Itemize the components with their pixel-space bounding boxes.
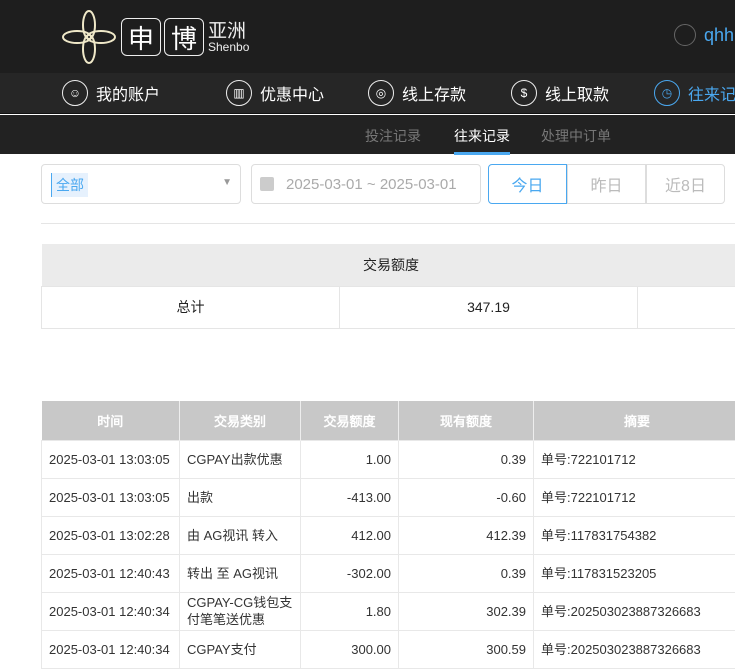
date-range-input[interactable]: 2025-03-01 ~ 2025-03-01: [251, 164, 481, 204]
cell-summary: 单号:117831523205: [534, 554, 735, 592]
tab-transactions[interactable]: 往来记录: [454, 126, 510, 146]
main-nav: ☺ 我的账户 ▥ 优惠中心 ◎ 线上存款 $ 线上取款 ◷ 往来记录: [0, 73, 735, 114]
cell-amount: -302.00: [301, 554, 399, 592]
cell-type: 出款: [180, 478, 301, 516]
nav-label: 往来记录: [688, 81, 735, 105]
withdraw-icon: $: [511, 80, 537, 106]
cell-balance: 300.59: [399, 630, 534, 668]
cell-summary: 单号:117831754382: [534, 516, 735, 554]
col-time: 时间: [42, 401, 180, 440]
calendar-icon: [260, 177, 274, 191]
cell-time: 2025-03-01 12:40:43: [42, 554, 180, 592]
deposit-icon: ◎: [368, 80, 394, 106]
cell-amount: 1.00: [301, 440, 399, 478]
user-menu[interactable]: qhh: [674, 24, 734, 46]
caret-down-icon: ▼: [222, 177, 232, 188]
col-balance: 现有额度: [399, 401, 534, 440]
cell-time: 2025-03-01 12:40:34: [42, 592, 180, 630]
quick-date-group: 今日 昨日 近8日: [488, 164, 725, 204]
cell-summary: 单号:202503023887326683: [534, 592, 735, 630]
date-range-value: 2025-03-01 ~ 2025-03-01: [286, 176, 457, 193]
tab-pending-orders[interactable]: 处理中订单: [541, 126, 611, 146]
cell-balance: 0.39: [399, 440, 534, 478]
col-summary: 摘要: [534, 401, 735, 440]
nav-promotions[interactable]: ▥ 优惠中心: [226, 80, 324, 106]
user-icon: ☺: [62, 80, 88, 106]
logo-cn: 亚洲: [208, 22, 249, 41]
logo-char-2: 博: [164, 18, 204, 56]
yesterday-button[interactable]: 昨日: [567, 164, 646, 204]
cell-balance: -0.60: [399, 478, 534, 516]
cell-type: CGPAY-CG钱包支付笔笔送优惠: [180, 592, 301, 630]
nav-label: 优惠中心: [260, 81, 324, 105]
sub-nav: 投注记录 往来记录 处理中订单: [0, 115, 735, 154]
type-select-value: 全部: [51, 173, 88, 197]
nav-records[interactable]: ◷ 往来记录: [654, 80, 735, 106]
nav-label: 线上存款: [402, 81, 466, 105]
last-8-days-button[interactable]: 近8日: [646, 164, 725, 204]
nav-label: 线上取款: [545, 81, 609, 105]
cell-type: 转出 至 AG视讯: [180, 554, 301, 592]
nav-deposit[interactable]: ◎ 线上存款: [368, 80, 466, 106]
summary-label: 总计: [42, 286, 340, 328]
user-avatar-icon: [674, 24, 696, 46]
cell-type: 由 AG视讯 转入: [180, 516, 301, 554]
username: qhh: [704, 25, 734, 46]
cell-amount: 1.80: [301, 592, 399, 630]
col-type: 交易类别: [180, 401, 301, 440]
cell-summary: 单号:202503023887326683: [534, 630, 735, 668]
col-amount: 交易额度: [301, 401, 399, 440]
cell-type: CGPAY出款优惠: [180, 440, 301, 478]
summary-header: 交易额度: [42, 244, 735, 286]
cell-balance: 0.39: [399, 554, 534, 592]
today-button[interactable]: 今日: [488, 164, 567, 204]
divider: [41, 223, 735, 224]
cell-amount: 300.00: [301, 630, 399, 668]
cell-balance: 412.39: [399, 516, 534, 554]
nav-my-account[interactable]: ☺ 我的账户: [62, 80, 160, 106]
nav-label: 我的账户: [96, 81, 160, 105]
summary-empty: [638, 286, 735, 328]
logo-char-1: 申: [121, 18, 161, 56]
summary-value: 347.19: [340, 286, 638, 328]
cell-amount: 412.00: [301, 516, 399, 554]
cell-time: 2025-03-01 12:40:34: [42, 630, 180, 668]
cell-time: 2025-03-01 13:03:05: [42, 440, 180, 478]
cell-summary: 单号:722101712: [534, 440, 735, 478]
type-select[interactable]: 全部 ▼: [41, 164, 241, 204]
gift-icon: ▥: [226, 80, 252, 106]
cell-time: 2025-03-01 13:03:05: [42, 478, 180, 516]
flower-logo-icon: [60, 8, 118, 66]
cell-balance: 302.39: [399, 592, 534, 630]
logo-en: Shenbo: [208, 41, 249, 53]
transactions-table: 时间 交易类别 交易额度 现有额度 摘要 2025-03-01 13:03:05…: [41, 401, 735, 669]
records-icon: ◷: [654, 80, 680, 106]
cell-amount: -413.00: [301, 478, 399, 516]
nav-withdraw[interactable]: $ 线上取款: [511, 80, 609, 106]
tab-bet-records[interactable]: 投注记录: [365, 126, 421, 146]
cell-type: CGPAY支付: [180, 630, 301, 668]
cell-summary: 单号:722101712: [534, 478, 735, 516]
cell-time: 2025-03-01 13:02:28: [42, 516, 180, 554]
